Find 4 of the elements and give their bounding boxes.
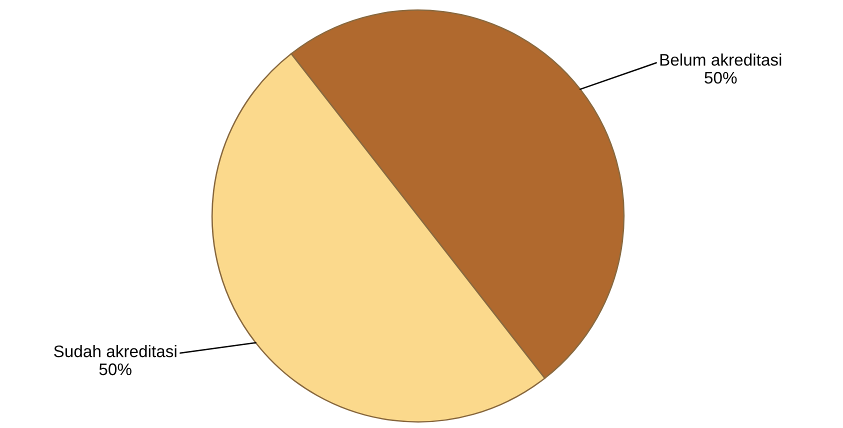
- data-label: 50%: [99, 363, 132, 376]
- slice-label: Sudah akreditasi: [54, 345, 176, 358]
- slice-label: Belum akreditasi: [660, 53, 782, 66]
- data-label: 50%: [704, 72, 737, 84]
